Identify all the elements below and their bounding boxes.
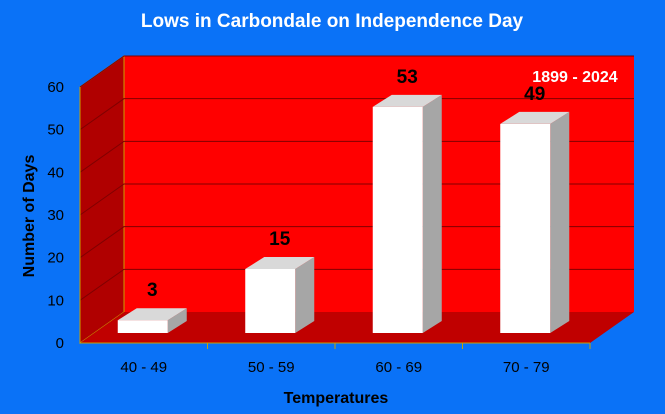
y-tick-label: 0	[56, 335, 64, 352]
gridline	[79, 140, 634, 173]
gridline	[79, 55, 634, 88]
bar	[245, 269, 296, 333]
y-tick-label: 30	[47, 207, 64, 224]
bar-side	[167, 308, 187, 333]
gridline	[79, 226, 634, 259]
bar-top	[500, 111, 570, 124]
gridline	[79, 268, 634, 301]
label-group: 0 10 20 30 40 50 60 3 40 - 49 15 50 - 59 53 60 - 69 4…	[47, 67, 549, 376]
bar-side	[422, 94, 442, 333]
data-label: 53	[397, 67, 418, 88]
bar	[117, 320, 168, 333]
gridline	[79, 98, 634, 131]
y-tick-label: 60	[47, 79, 64, 96]
bar-side	[295, 257, 315, 333]
y-tick-label: 50	[47, 122, 64, 139]
data-label: 15	[269, 229, 291, 250]
bar	[500, 123, 551, 333]
x-tick-label: 60 - 69	[375, 359, 422, 376]
bar-top	[117, 308, 187, 321]
bar-group	[117, 94, 570, 333]
floor	[80, 312, 634, 343]
x-tick-label: 50 - 59	[248, 359, 295, 376]
data-label: 49	[524, 84, 545, 105]
y-tick-label: 40	[47, 164, 64, 181]
bar-top	[245, 257, 315, 269]
x-tick-label: 40 - 49	[120, 359, 167, 376]
chart-title: Lows in Carbondale on Independence Day	[141, 11, 524, 32]
date-range-annotation: 1899 - 2024	[532, 69, 618, 86]
bar	[372, 106, 423, 333]
bar-top	[372, 94, 442, 107]
y-axis-title: Number of Days	[21, 155, 38, 278]
x-tick-label: 70 - 79	[503, 359, 550, 376]
bar-side	[550, 111, 570, 333]
x-axis-title: Temperatures	[284, 390, 389, 407]
y-tick-label: 10	[47, 292, 64, 309]
data-label: 3	[147, 280, 158, 301]
gridline	[79, 183, 634, 216]
y-tick-label: 20	[47, 250, 64, 267]
